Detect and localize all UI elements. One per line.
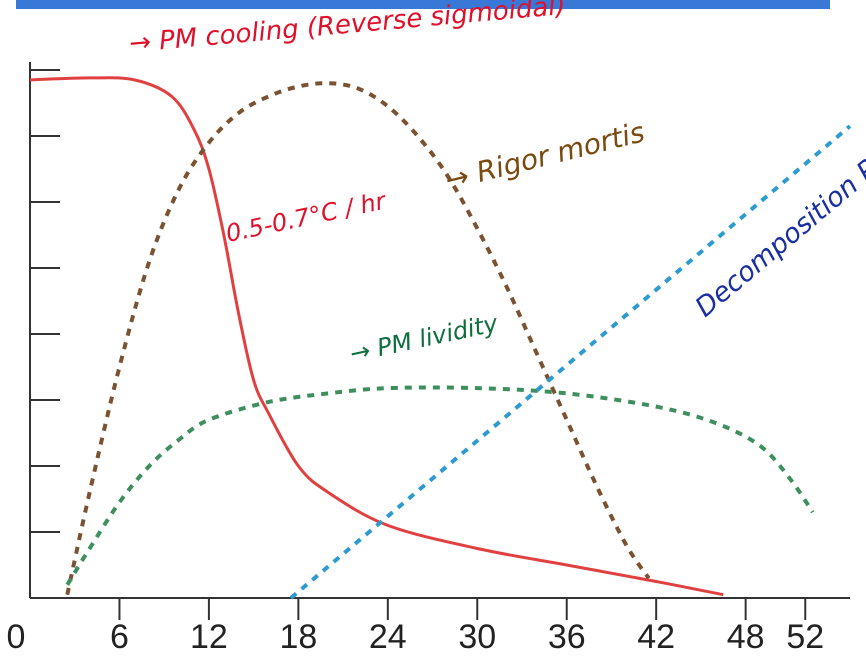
annotation-lividity: → PM lividity: [347, 309, 501, 368]
annotation-rigor-text: → Rigor mortis: [442, 115, 648, 196]
series-decomposition-line: [289, 124, 852, 600]
series-layer: [29, 76, 852, 600]
x-tick-label: 36: [548, 618, 586, 656]
x-tick-label: 6: [110, 618, 129, 656]
x-tick-label: 52: [786, 618, 824, 656]
annotation-rigor: → Rigor mortis: [442, 115, 648, 196]
annotation-lividity-text: → PM lividity: [347, 309, 501, 368]
axes: [29, 62, 850, 599]
annotation-rate-text: 0.5-0.7°C / hr: [223, 186, 390, 248]
series-lividity-line: [65, 385, 815, 586]
x-tick-label: 42: [637, 618, 675, 656]
series-cooling-line: [29, 76, 724, 597]
x-tick-label: 48: [727, 618, 765, 656]
ticks-layer: 0 6 12 18 24 30 36 42 48 52: [7, 598, 824, 656]
annotation-decomposition-text: Decomposition Putrefaction: [690, 59, 866, 324]
x-tick-label: 0: [7, 618, 26, 656]
x-tick-label: 12: [190, 618, 228, 656]
x-tick-label: 18: [279, 618, 317, 656]
annotation-decomposition: Decomposition Putrefaction: [690, 59, 866, 324]
header-bar: [16, 0, 830, 9]
x-tick-label: 24: [369, 618, 407, 656]
annotation-rate: 0.5-0.7°C / hr: [223, 186, 390, 248]
x-tick-label: 30: [458, 618, 496, 656]
